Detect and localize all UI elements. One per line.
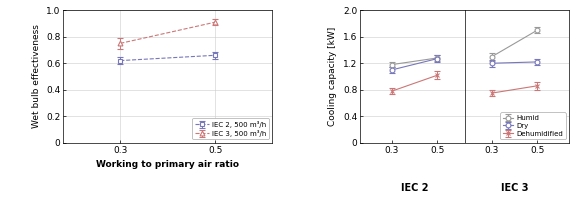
Legend: Humid, Dry, Dehumidified: Humid, Dry, Dehumidified	[500, 112, 566, 139]
X-axis label: Working to primary air ratio: Working to primary air ratio	[96, 160, 239, 169]
Text: IEC 2: IEC 2	[401, 183, 428, 193]
Text: IEC 3: IEC 3	[501, 183, 528, 193]
Y-axis label: Cooling capacity [kW]: Cooling capacity [kW]	[328, 27, 338, 126]
Y-axis label: Wet bulb effectiveness: Wet bulb effectiveness	[32, 24, 41, 129]
Legend: IEC 2, 500 m³/h, IEC 3, 500 m³/h: IEC 2, 500 m³/h, IEC 3, 500 m³/h	[192, 118, 269, 139]
